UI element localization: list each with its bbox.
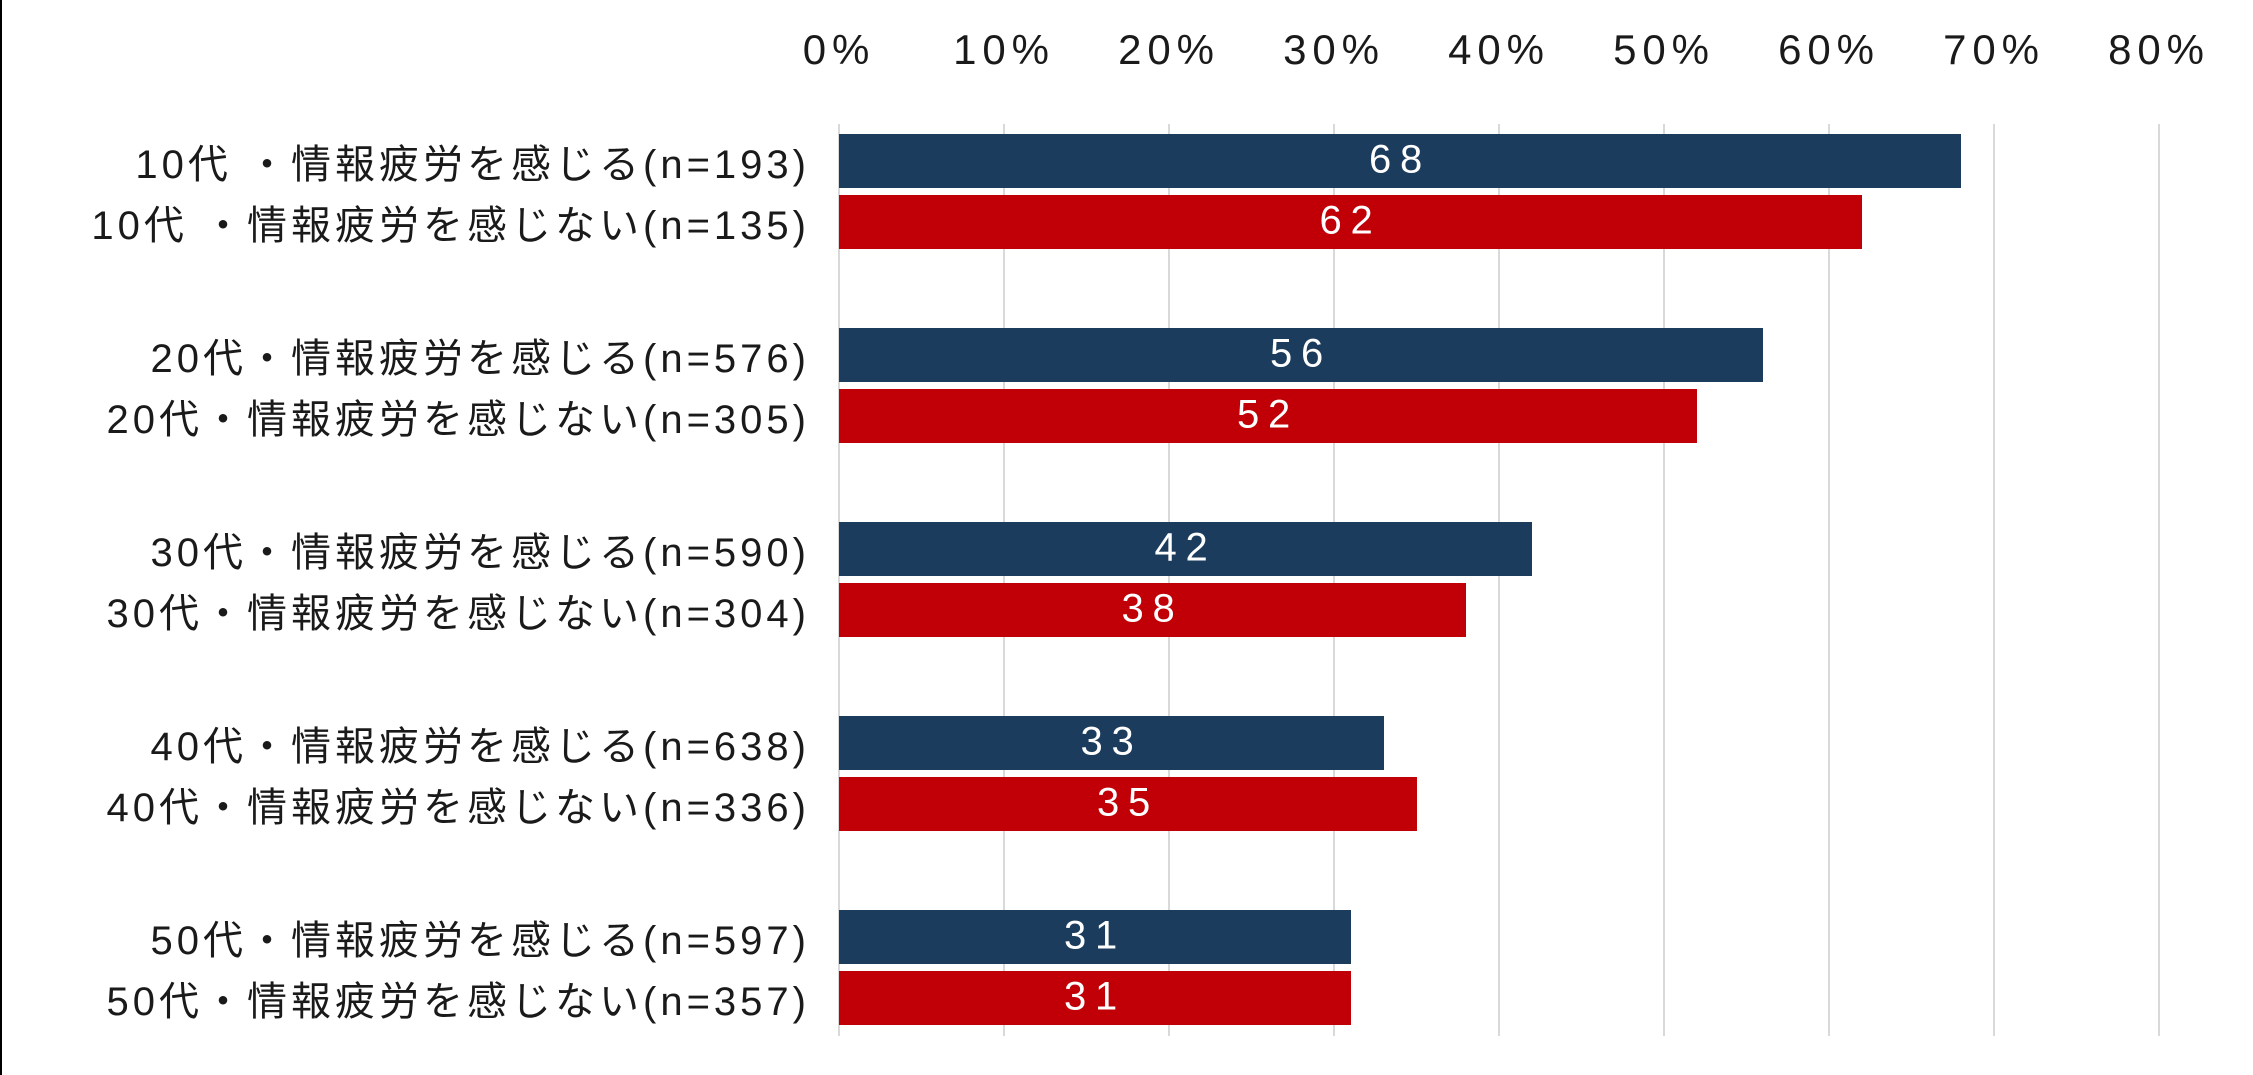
gridline — [1168, 124, 1170, 1036]
bar-feel: 56 — [839, 328, 1763, 382]
bar-feel: 33 — [839, 716, 1384, 770]
bar-not-feel: 52 — [839, 389, 1697, 443]
gridline — [1003, 124, 1005, 1036]
x-axis-tick-label: 80% — [2108, 26, 2210, 73]
category-label: 10代 ・情報疲労を感じる(n=193) — [135, 143, 810, 187]
bar-value-label: 56 — [1269, 331, 1333, 376]
x-axis-tick-label: 20% — [1118, 26, 1220, 73]
gridline — [1333, 124, 1335, 1036]
x-axis-tick-label: 30% — [1283, 26, 1385, 73]
bar-value-label: 42 — [1154, 525, 1217, 570]
category-label: 10代 ・情報疲労を感じない(n=135) — [91, 204, 810, 248]
bar-value-label: 38 — [1121, 586, 1184, 631]
category-label: 50代・情報疲労を感じる(n=597) — [150, 919, 810, 963]
bar-not-feel: 38 — [839, 583, 1466, 637]
bar-value-label: 62 — [1319, 198, 1382, 243]
x-axis-tick-label: 50% — [1613, 26, 1715, 73]
gridline — [1663, 124, 1665, 1036]
bar-feel: 42 — [839, 522, 1532, 576]
category-label: 20代・情報疲労を感じる(n=576) — [150, 337, 810, 381]
gridline — [1498, 124, 1500, 1036]
gridline — [2158, 124, 2160, 1036]
x-axis-tick-label: 40% — [1448, 26, 1550, 73]
gridline — [1993, 124, 1995, 1036]
gridline — [838, 124, 840, 1036]
category-label: 40代・情報疲労を感じる(n=638) — [150, 725, 810, 769]
bar-not-feel: 35 — [839, 777, 1417, 831]
x-axis-tick-label: 10% — [953, 26, 1055, 73]
bar-value-label: 52 — [1236, 392, 1300, 437]
category-label: 30代・情報疲労を感じない(n=304) — [106, 592, 810, 636]
gridline — [1828, 124, 1830, 1036]
bar-not-feel: 31 — [839, 971, 1351, 1025]
x-axis-tick-label: 70% — [1943, 26, 2045, 73]
bar-value-label: 35 — [1096, 780, 1160, 825]
category-label: 50代・情報疲労を感じない(n=357) — [106, 980, 810, 1024]
bar-feel: 68 — [839, 134, 1961, 188]
bar-value-label: 31 — [1063, 913, 1127, 958]
x-axis-tick-label: 0% — [802, 26, 876, 73]
bar-feel: 31 — [839, 910, 1351, 964]
category-label: 40代・情報疲労を感じない(n=336) — [106, 786, 810, 830]
bar-value-label: 33 — [1080, 719, 1143, 764]
x-axis-tick-label: 60% — [1778, 26, 1880, 73]
bar-value-label: 68 — [1368, 137, 1432, 182]
category-label: 30代・情報疲労を感じる(n=590) — [150, 531, 810, 575]
bar-not-feel: 62 — [839, 195, 1862, 249]
bar-value-label: 31 — [1063, 974, 1127, 1019]
category-label: 20代・情報疲労を感じない(n=305) — [106, 398, 810, 442]
